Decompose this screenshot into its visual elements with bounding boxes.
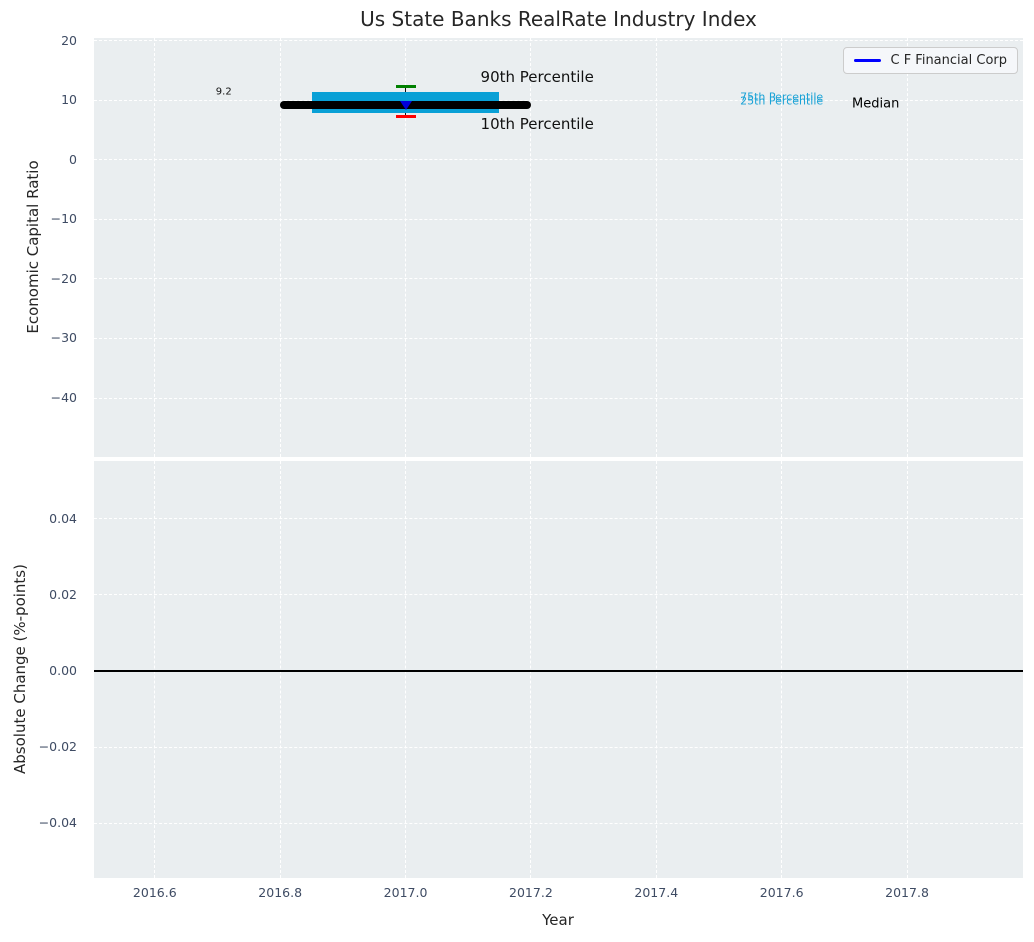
- gridline-vertical: [405, 38, 407, 457]
- gridline-vertical: [655, 38, 657, 457]
- annotation-p75-label: 75th Percentile: [740, 90, 824, 104]
- gridline-horizontal: [94, 746, 1023, 748]
- gridline-vertical: [530, 461, 532, 878]
- gridline-vertical: [154, 461, 156, 878]
- gridline-horizontal: [94, 397, 1023, 399]
- y-tick-label: −0.04: [38, 815, 77, 831]
- x-tick-label: 2017.8: [885, 885, 929, 900]
- gridline-vertical: [154, 38, 156, 457]
- gridline-vertical: [781, 461, 783, 878]
- bottom-y-axis-label: Absolute Change (%-points): [11, 564, 29, 774]
- p90-cap: [395, 85, 416, 89]
- legend-line-swatch: [854, 59, 882, 62]
- gridline-vertical: [530, 38, 532, 457]
- x-tick-label: 2016.8: [258, 885, 303, 900]
- chart-title: Us State Banks RealRate Industry Index: [360, 7, 757, 31]
- legend: C F Financial Corp: [843, 47, 1018, 74]
- gridline-horizontal: [94, 594, 1023, 596]
- gridline-horizontal: [94, 99, 1023, 101]
- x-tick-label: 2017.2: [509, 885, 553, 900]
- y-tick-label: 0.00: [49, 663, 77, 679]
- zero-line: [94, 670, 1023, 673]
- gridline-horizontal: [94, 278, 1023, 280]
- x-axis-label: Year: [542, 911, 574, 929]
- gridline-horizontal: [94, 218, 1023, 220]
- gridline-vertical: [405, 461, 407, 878]
- annotation-median-value-label: 9.2: [215, 86, 232, 98]
- gridline-vertical: [279, 38, 281, 457]
- y-tick-label: 10: [61, 92, 77, 108]
- y-tick-label: 0.04: [49, 510, 77, 526]
- gridline-horizontal: [94, 337, 1023, 339]
- y-tick-label: 0.02: [49, 586, 77, 602]
- top-plot-area: [94, 38, 1023, 457]
- annotation-p25-label: 25th Percentile: [740, 94, 824, 108]
- x-tick-label: 2017.6: [759, 885, 804, 900]
- gridline-vertical: [655, 461, 657, 878]
- y-tick-label: −10: [50, 211, 77, 227]
- y-tick-label: −30: [50, 330, 77, 346]
- gridline-vertical: [906, 38, 908, 457]
- y-tick-label: −20: [50, 270, 77, 286]
- x-tick-label: 2016.6: [132, 885, 177, 900]
- gridline-vertical: [781, 38, 783, 457]
- bottom-plot-area: [94, 461, 1023, 878]
- gridline-horizontal: [94, 40, 1023, 41]
- gridline-horizontal: [94, 518, 1023, 520]
- y-tick-label: −0.02: [38, 739, 77, 755]
- gridline-horizontal: [94, 159, 1023, 161]
- y-tick-label: 0: [69, 151, 77, 167]
- y-tick-label: 20: [61, 32, 77, 48]
- gridline-vertical: [906, 461, 908, 878]
- company-marker: [399, 100, 412, 110]
- top-y-axis-label: Economic Capital Ratio: [24, 160, 42, 334]
- y-tick-label: −40: [50, 390, 77, 405]
- gridline-horizontal: [94, 822, 1023, 824]
- x-tick-label: 2017.4: [634, 885, 679, 900]
- legend-label: C F Financial Corp: [890, 53, 1007, 68]
- annotation-p10-label: 10th Percentile: [480, 114, 594, 133]
- annotation-p90-label: 90th Percentile: [480, 68, 594, 87]
- x-tick-label: 2017.0: [383, 885, 428, 900]
- p10-cap: [395, 115, 416, 119]
- gridline-vertical: [279, 461, 281, 878]
- annotation-median-label: Median: [852, 96, 900, 112]
